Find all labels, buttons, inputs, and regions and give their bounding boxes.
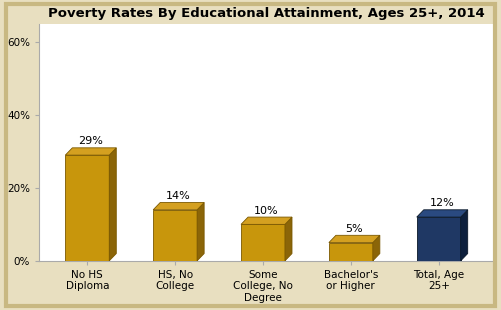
Text: 10%: 10%: [254, 206, 279, 216]
Text: 5%: 5%: [346, 224, 363, 234]
Text: 12%: 12%: [430, 198, 454, 208]
Bar: [65, 155, 109, 261]
Bar: [329, 243, 373, 261]
Polygon shape: [241, 217, 292, 224]
Polygon shape: [153, 202, 204, 210]
Polygon shape: [65, 148, 116, 155]
Polygon shape: [461, 210, 468, 261]
Bar: [241, 224, 285, 261]
Text: 14%: 14%: [166, 191, 191, 201]
Text: 29%: 29%: [78, 136, 103, 146]
Polygon shape: [285, 217, 292, 261]
Polygon shape: [329, 235, 380, 243]
Polygon shape: [109, 148, 116, 261]
Bar: [153, 210, 197, 261]
Title: Poverty Rates By Educational Attainment, Ages 25+, 2014: Poverty Rates By Educational Attainment,…: [48, 7, 485, 20]
Polygon shape: [417, 210, 468, 217]
Bar: [417, 217, 461, 261]
Polygon shape: [373, 235, 380, 261]
Polygon shape: [197, 202, 204, 261]
